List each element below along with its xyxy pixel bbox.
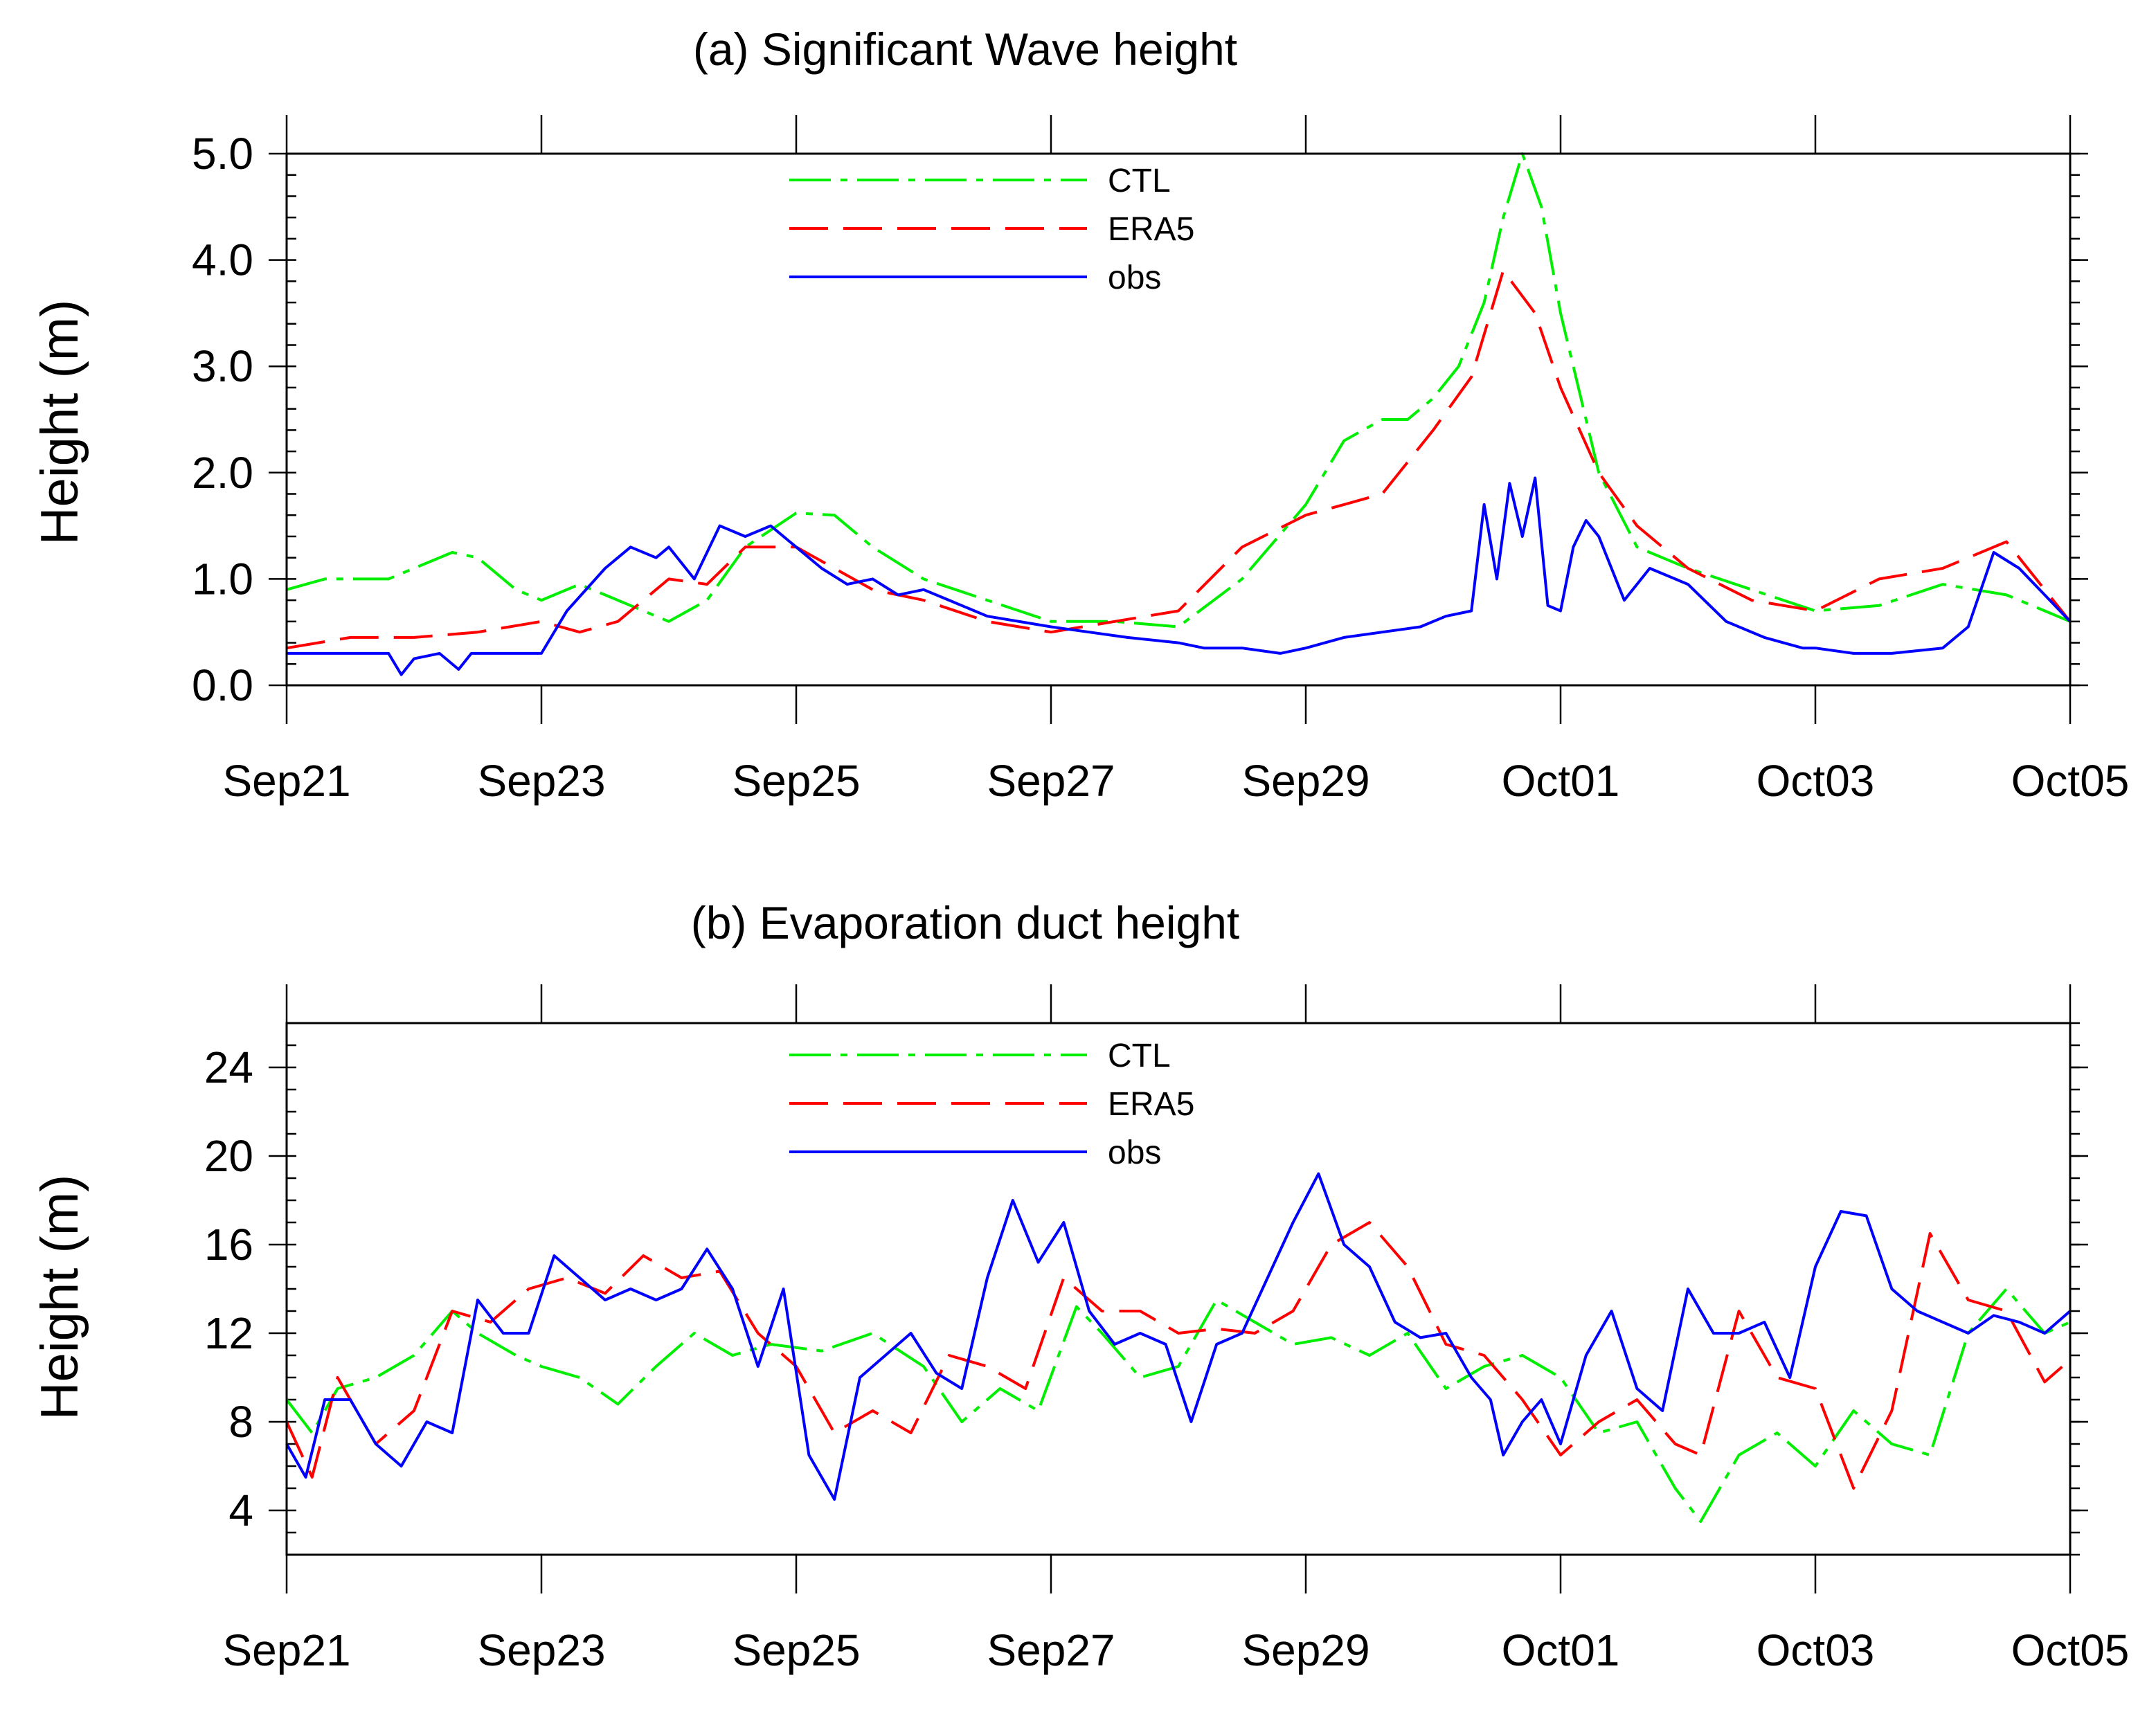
y-tick-label: 4: [228, 1485, 253, 1535]
legend-label-ctl: CTL: [1108, 1038, 1171, 1074]
x-tick-label: Oct01: [1502, 1625, 1620, 1675]
legend-label-obs: obs: [1108, 1135, 1161, 1171]
legend-label-obs: obs: [1108, 260, 1161, 296]
x-tick-label: Oct03: [1757, 756, 1875, 806]
x-tick-label: Oct03: [1757, 1625, 1875, 1675]
axis-ticks: Sep21 Sep23 Sep25 Sep27 Sep29 Oct01 Oct03 Oct05…: [192, 115, 2129, 806]
chart-title: (a) Significant Wave height: [693, 24, 1237, 75]
x-tick-label: Sep25: [732, 1625, 860, 1675]
panel-wave-height: (a) Significant Wave height Height (m) S…: [30, 24, 2129, 806]
axis-ticks: Sep21 Sep23 Sep25 Sep27 Sep29 Oct01 Oct03 Oct05…: [204, 984, 2130, 1675]
x-tick-label: Oct01: [1502, 756, 1620, 806]
x-tick-label: Sep29: [1241, 1625, 1369, 1675]
series-line-ctl: [286, 152, 2071, 629]
series-line-obs: [285, 1172, 2072, 1501]
panel-duct-height: (b) Evaporation duct height Height (m) S…: [30, 897, 2129, 1675]
x-tick-label: Sep29: [1241, 756, 1369, 806]
legend-label-era5: ERA5: [1108, 211, 1194, 248]
legend: CTL ERA5 obs: [789, 163, 1194, 296]
y-tick-label: 16: [204, 1220, 253, 1270]
x-tick-label: Sep25: [732, 756, 860, 806]
series-group: [285, 1172, 2072, 1523]
y-tick-label: 4.0: [192, 235, 253, 285]
y-axis-label: Height (m): [30, 300, 89, 545]
x-tick-label: Sep21: [222, 1625, 350, 1675]
y-tick-label: 5.0: [192, 129, 253, 179]
legend-label-ctl: CTL: [1108, 163, 1171, 199]
y-tick-label: 24: [204, 1042, 253, 1092]
chart-title: (b) Evaporation duct height: [691, 897, 1239, 948]
legend-label-era5: ERA5: [1108, 1086, 1194, 1123]
x-tick-label: Oct05: [2011, 756, 2130, 806]
y-axis-label: Height (m): [30, 1175, 89, 1420]
plot-frame: [285, 152, 2072, 687]
series-group: [286, 152, 2072, 676]
series-line-era5: [286, 269, 2072, 650]
x-tick-label: Sep27: [987, 1625, 1115, 1675]
y-tick-label: 2.0: [192, 448, 253, 498]
legend: CTL ERA5 obs: [789, 1038, 1194, 1171]
x-tick-label: Sep23: [477, 756, 605, 806]
y-tick-label: 1.0: [192, 554, 253, 604]
y-tick-label: 8: [228, 1397, 253, 1447]
plot-frame: [285, 1022, 2072, 1556]
x-tick-label: Sep23: [477, 1625, 605, 1675]
x-tick-label: Sep21: [222, 756, 350, 806]
y-tick-label: 0.0: [192, 660, 253, 710]
y-tick-label: 3.0: [192, 341, 253, 391]
series-line-ctl: [285, 1288, 2071, 1523]
y-tick-label: 12: [204, 1308, 253, 1358]
y-tick-label: 20: [204, 1131, 253, 1181]
x-tick-label: Sep27: [987, 756, 1115, 806]
series-line-obs: [287, 476, 2072, 676]
series-line-era5: [285, 1221, 2072, 1490]
x-tick-label: Oct05: [2011, 1625, 2130, 1675]
